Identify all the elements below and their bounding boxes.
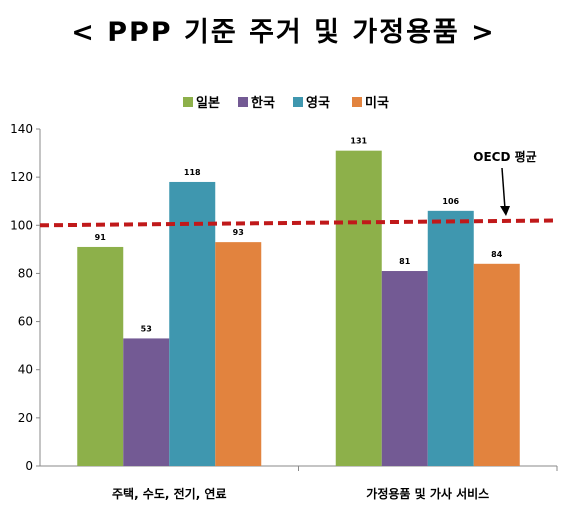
legend-swatch xyxy=(352,97,362,107)
y-tick-label: 120 xyxy=(10,170,33,184)
y-tick-label: 40 xyxy=(18,363,33,377)
annotation-arrow-shaft xyxy=(501,167,506,210)
y-tick-label: 80 xyxy=(18,266,33,280)
bar xyxy=(335,150,382,466)
bar xyxy=(77,246,124,466)
legend-label: 한국 xyxy=(251,95,275,111)
bar xyxy=(123,338,170,466)
y-tick-label: 140 xyxy=(10,122,33,136)
bar xyxy=(427,210,474,466)
legend-swatch xyxy=(238,97,248,107)
data-label: 91 xyxy=(95,233,107,242)
bar xyxy=(381,271,428,466)
chart-title: < PPP 기준 주거 및 가정용품 > xyxy=(71,17,496,48)
x-category-label: 주택, 수도, 전기, 연료 xyxy=(112,486,227,501)
bar xyxy=(215,242,262,466)
y-tick-label: 100 xyxy=(10,218,33,232)
legend-swatch xyxy=(293,97,303,107)
y-tick-label: 20 xyxy=(18,411,33,425)
legend-label: 영국 xyxy=(306,96,330,111)
data-label: 81 xyxy=(399,257,411,266)
data-label: 93 xyxy=(233,228,244,237)
data-label: 53 xyxy=(141,324,152,333)
data-label: 118 xyxy=(184,168,201,177)
y-tick-label: 0 xyxy=(25,459,33,473)
bar xyxy=(169,181,216,466)
annotation-arrow-head xyxy=(500,206,510,216)
oecd-average-label: OECD 평균 xyxy=(473,150,536,164)
x-category-label: 가정용품 및 가사 서비스 xyxy=(366,486,489,501)
data-label: 84 xyxy=(491,250,503,259)
data-label: 106 xyxy=(442,197,459,206)
legend-label: 일본 xyxy=(196,96,220,111)
legend-label: 미국 xyxy=(365,95,389,111)
legend-swatch xyxy=(183,97,193,107)
bar xyxy=(473,263,520,466)
y-tick-label: 60 xyxy=(18,315,33,329)
oecd-average-line xyxy=(39,218,558,228)
data-label: 131 xyxy=(350,137,367,146)
